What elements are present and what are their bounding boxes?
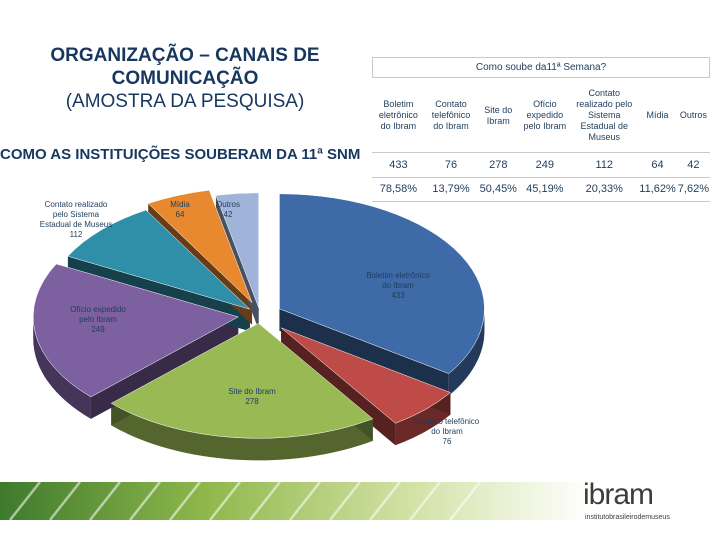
column-header: Contato telefônico do Ibram xyxy=(431,99,471,132)
slide-title: ORGANIZAÇÃO – CANAIS DE COMUNICAÇÃO (AMO… xyxy=(30,44,340,113)
pie-slice-edge xyxy=(148,203,253,325)
pie-data-label-line: 112 xyxy=(70,230,83,239)
pie-data-label-line: 76 xyxy=(443,437,452,446)
pie-data-label: Site do Ibram 278 xyxy=(228,387,276,406)
count-cell: 249 xyxy=(519,151,571,178)
results-table: Boletim eletrônico do Ibram Contato tele… xyxy=(372,80,710,202)
pie-data-label-line: Contato realizado xyxy=(45,200,108,209)
pie-slice-edge xyxy=(258,323,373,441)
pie-slice-edge xyxy=(146,210,250,332)
column-header: Outros xyxy=(679,110,707,121)
pie-slice-side xyxy=(448,308,485,396)
pie-data-label-line: pelo Ibram xyxy=(79,315,117,324)
decorative-band xyxy=(0,482,590,520)
count-cell: 76 xyxy=(424,151,478,178)
pie-slice xyxy=(33,263,239,398)
pie-data-label-line: do Ibram xyxy=(382,281,414,290)
slide-subtitle: COMO AS INSTITUIÇÕES SOUBERAM DA 11ª SNM xyxy=(0,146,361,163)
percent-cell: 7,62% xyxy=(676,177,710,202)
pie-sides xyxy=(33,190,485,461)
pie-data-label: Contato telefônico do Ibram 76 xyxy=(415,417,480,446)
pie-slice-edge xyxy=(279,308,449,396)
logo-wordmark: ibram xyxy=(583,478,654,511)
pie-data-label: Contato realizado pelo Sistema Estadual de… xyxy=(40,200,113,239)
pie-data-label-line: 64 xyxy=(176,210,185,219)
ibram-logo: ibram institutobrasileirodemuseus xyxy=(583,478,693,526)
band-graphic xyxy=(0,482,590,520)
pie-slice xyxy=(279,193,485,374)
pie-slice-edge xyxy=(215,195,259,330)
table-row-counts: 433 76 278 249 112 64 42 xyxy=(372,151,710,178)
pie-data-label-line: Mídia xyxy=(170,200,190,209)
pie-data-label-line: do Ibram xyxy=(431,427,463,436)
title-line-1: ORGANIZAÇÃO – CANAIS DE xyxy=(50,45,320,66)
count-cell: 278 xyxy=(477,151,520,178)
pie-slice-edge xyxy=(56,263,239,339)
table-column-headers: Boletim eletrônico do Ibram Contato tele… xyxy=(372,80,710,152)
column-header: Site do Ibram xyxy=(484,104,513,126)
pie-slice-side xyxy=(111,403,373,461)
percent-cell: 78,58% xyxy=(372,177,425,202)
pie-data-label-line: 433 xyxy=(391,291,405,300)
table-row-percents: 78,58% 13,79% 50,45% 45,19% 20,33% 11,62… xyxy=(372,177,710,202)
column-header: Contato realizado pelo Sistema Estadual … xyxy=(576,88,633,143)
pie-data-label-line: Estadual de Museus xyxy=(40,220,113,229)
pie-data-label-line: 42 xyxy=(224,210,233,219)
pie-data-label-line: Contato telefônico xyxy=(415,417,480,426)
pie-slice xyxy=(147,189,253,303)
pie-slice xyxy=(110,323,374,439)
pie-slice-side xyxy=(33,316,91,419)
pie-slice-edge xyxy=(90,316,239,419)
count-cell: 64 xyxy=(638,151,677,178)
percent-cell: 11,62% xyxy=(638,177,677,202)
pie-slice xyxy=(280,327,451,424)
logo-subtext: institutobrasileirodemuseus xyxy=(585,514,670,521)
pie-data-label: Ofício expedido pelo Ibram 249 xyxy=(70,305,126,334)
percent-cell: 50,45% xyxy=(477,177,520,202)
count-cell: 112 xyxy=(570,151,639,178)
pie-slice-edge xyxy=(281,327,396,446)
column-header: Mídia xyxy=(646,110,669,121)
column-header: Ofício expedido pelo Ibram xyxy=(523,99,567,132)
pie-data-label-line: 249 xyxy=(91,325,105,334)
pie-data-label: Boletim eletrônico do Ibram 433 xyxy=(366,271,430,300)
pie-slice-edge xyxy=(209,190,253,325)
pie-data-label-line: Ofício expedido xyxy=(70,305,126,314)
count-cell: 433 xyxy=(372,151,425,178)
count-cell: 42 xyxy=(676,151,710,178)
pie-slice-edge xyxy=(281,327,451,415)
pie-slice-edge xyxy=(111,323,259,426)
percent-cell: 13,79% xyxy=(424,177,478,202)
pie-slice-edge xyxy=(67,256,250,332)
table-header: Como soube da11ª Semana? xyxy=(372,57,710,78)
percent-cell: 20,33% xyxy=(570,177,639,202)
pie-data-label-line: Outros xyxy=(216,200,240,209)
pie-tops xyxy=(33,189,485,439)
pie-slice-side xyxy=(395,392,451,446)
pie-data-label: Outros 42 xyxy=(216,200,240,219)
title-line-2: COMUNICAÇÃO xyxy=(111,68,259,89)
pie-slice xyxy=(67,209,251,310)
title-line-3: (AMOSTRA DA PESQUISA) xyxy=(65,91,305,112)
pie-data-label-line: 278 xyxy=(245,397,259,406)
pie-data-label-line: Boletim eletrônico xyxy=(366,271,430,280)
pie-data-label-line: Site do Ibram xyxy=(228,387,276,396)
pie-slice xyxy=(215,192,259,308)
percent-cell: 45,19% xyxy=(519,177,571,202)
pie-data-label-line: pelo Sistema xyxy=(53,210,100,219)
pie-data-label: Mídia 64 xyxy=(170,200,190,219)
column-header: Boletim eletrônico do Ibram xyxy=(378,99,418,132)
